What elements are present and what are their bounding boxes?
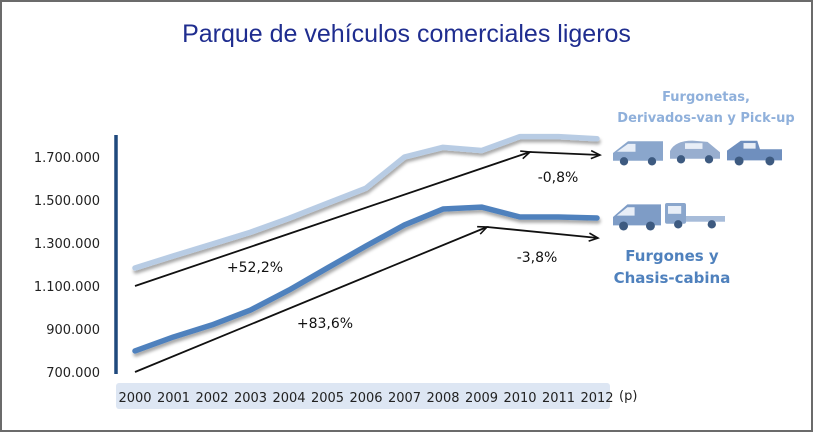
legend-label-furgones: Furgones y Chasis-cabina [592, 245, 752, 289]
trend-annotation: -3,8% [517, 250, 558, 266]
trend-arrow [134, 150, 532, 287]
trend-arrow [529, 149, 602, 160]
pickup-icon [727, 140, 782, 166]
panel-van-icon [613, 204, 661, 231]
x-tick-label: 2000 [118, 391, 151, 406]
x-tick-label: 2010 [503, 391, 536, 406]
legend-label-line: Chasis-cabina [613, 269, 731, 287]
legend-label-line: Derivados-van y Pick-up [617, 111, 795, 126]
y-tick-label: 1.700.000 [34, 151, 100, 166]
x-tick-label: 2012 [580, 391, 613, 406]
x-tick-label: 2007 [388, 391, 421, 406]
x-tick-suffix: (p) [619, 389, 637, 404]
chassis-cab-truck-icon [665, 203, 725, 229]
y-tick-label: 1.300.000 [34, 237, 100, 252]
x-tick-label: 2003 [234, 391, 267, 406]
x-tick-label: 2006 [349, 391, 382, 406]
x-tick-label: 2011 [542, 391, 575, 406]
x-tick-label: 2009 [465, 391, 498, 406]
trend-arrow [134, 225, 489, 373]
trend-arrow [486, 226, 600, 242]
x-tick-label: 2008 [426, 391, 459, 406]
y-tick-label: 1.500.000 [34, 194, 100, 209]
trend-annotation: -0,8% [538, 170, 579, 186]
x-tick-label: 2004 [272, 391, 305, 406]
chart-title: Parque de vehículos comerciales ligeros [182, 20, 631, 48]
y-tick-label: 900.000 [46, 323, 100, 338]
trend-annotation: +52,2% [227, 260, 283, 276]
legend-label-line: Furgonetas, [662, 90, 750, 105]
hatchback-icon [670, 140, 720, 164]
trend-annotation: +83,6% [297, 316, 353, 332]
x-tick-label: 2005 [311, 391, 344, 406]
van-icon [613, 141, 663, 166]
x-tick-label: 2001 [157, 391, 190, 406]
legend-label-furgonetas: Furgonetas, Derivados-van y Pick-up [606, 87, 806, 129]
x-axis-band [116, 383, 610, 409]
series-line-1 [132, 204, 600, 354]
legend-label-line: Furgones y [625, 247, 719, 265]
y-tick-label: 1.100.000 [34, 280, 100, 295]
x-tick-label: 2002 [195, 391, 228, 406]
y-tick-label: 700.000 [46, 366, 100, 381]
